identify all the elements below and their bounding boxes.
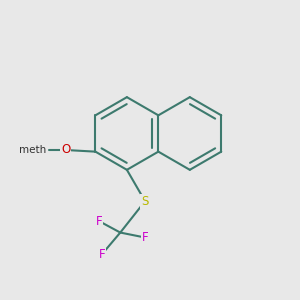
Text: S: S: [141, 195, 149, 208]
Text: F: F: [142, 231, 148, 244]
Text: O: O: [61, 143, 70, 157]
Text: meth: meth: [19, 145, 46, 155]
Text: F: F: [99, 248, 105, 260]
Text: F: F: [95, 214, 102, 227]
